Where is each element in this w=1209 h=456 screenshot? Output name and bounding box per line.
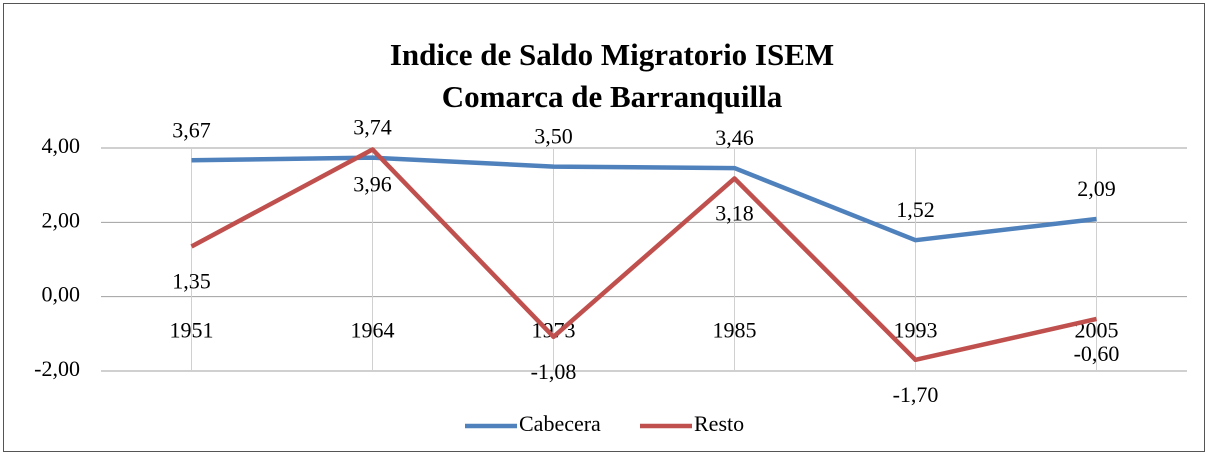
data-label: -0,60 [1074, 341, 1120, 366]
legend-label: Resto [694, 411, 744, 436]
x-tick-label: 1993 [894, 318, 938, 343]
chart-title: Indice de Saldo Migratorio ISEM [390, 37, 834, 72]
data-label: 3,50 [534, 124, 573, 149]
legend-label: Cabecera [519, 411, 601, 436]
chart-subtitle: Comarca de Barranquilla [442, 79, 783, 114]
data-label: 3,74 [353, 115, 392, 140]
data-label: 1,52 [896, 197, 935, 222]
x-tick-label: 1985 [713, 318, 757, 343]
data-label: 1,35 [172, 269, 211, 294]
data-label: 2,09 [1077, 176, 1116, 201]
y-tick-label: 0,00 [42, 282, 81, 307]
series-line [191, 155, 1097, 243]
data-label: -1,08 [531, 359, 577, 384]
data-label: -1,70 [893, 382, 939, 407]
x-tick-label: 1964 [351, 318, 395, 343]
data-label: 3,46 [715, 125, 754, 150]
chart-border [3, 3, 1205, 452]
data-label: 3,96 [353, 172, 392, 197]
y-tick-label: -2,00 [34, 356, 80, 381]
data-label: 3,67 [172, 117, 211, 142]
x-tick-label: 1951 [170, 318, 214, 343]
y-tick-label: 4,00 [42, 133, 81, 158]
data-label: 3,18 [715, 201, 754, 226]
y-tick-label: 2,00 [42, 207, 81, 232]
series-line [190, 147, 1097, 363]
